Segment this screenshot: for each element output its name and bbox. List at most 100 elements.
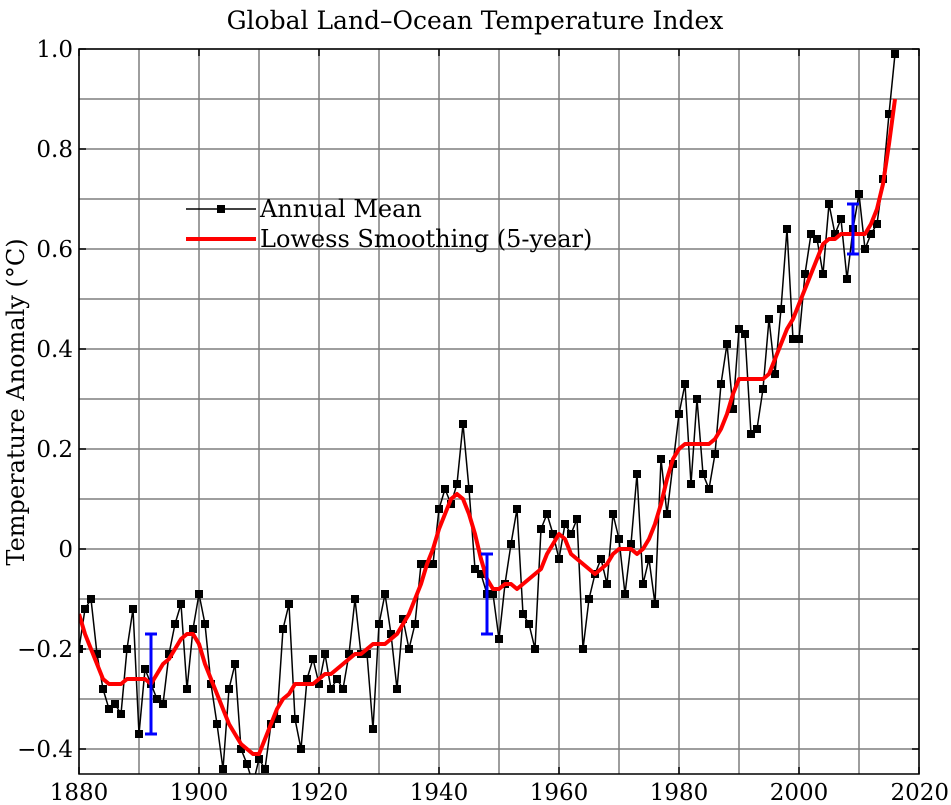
annual-mean-point: [441, 485, 449, 493]
annual-mean-point: [135, 730, 143, 738]
y-tick-label: −0.4: [17, 737, 73, 763]
annual-mean-point: [495, 635, 503, 643]
annual-mean-point: [219, 765, 227, 773]
annual-mean-point: [711, 450, 719, 458]
x-tick-label: 1880: [50, 780, 109, 805]
annual-mean-point: [543, 510, 551, 518]
annual-mean-point: [435, 505, 443, 513]
annual-mean-point: [729, 405, 737, 413]
y-axis-label: Temperature Anomaly (°C): [2, 238, 30, 565]
annual-mean-point: [351, 595, 359, 603]
annual-mean-point: [717, 380, 725, 388]
annual-mean-point: [765, 315, 773, 323]
annual-mean-point: [561, 520, 569, 528]
annual-mean-point: [471, 565, 479, 573]
annual-mean-point: [321, 650, 329, 658]
annual-mean-point: [831, 230, 839, 238]
annual-mean-point: [99, 685, 107, 693]
annual-mean-point: [123, 645, 131, 653]
annual-mean-point: [567, 530, 575, 538]
annual-mean-point: [429, 560, 437, 568]
annual-mean-point: [807, 230, 815, 238]
annual-mean-point: [195, 590, 203, 598]
annual-mean-point: [363, 650, 371, 658]
annual-mean-point: [741, 330, 749, 338]
annual-mean-point: [87, 595, 95, 603]
x-tick-label: 1960: [530, 780, 589, 805]
annual-mean-point: [723, 340, 731, 348]
x-tick-labels: 1880 1900 1920 1940 1960 1980 2000 2020: [50, 49, 949, 805]
annual-mean-point: [651, 600, 659, 608]
y-tick-label: 0.4: [36, 337, 73, 363]
annual-mean-point: [105, 705, 113, 713]
annual-mean-point: [627, 540, 635, 548]
y-tick-label: 0.2: [36, 437, 73, 463]
annual-mean-point: [243, 760, 251, 768]
legend-lowess-label: Lowess Smoothing (5-year): [260, 225, 592, 253]
annual-mean-point: [855, 190, 863, 198]
annual-mean-point: [531, 645, 539, 653]
annual-mean-point: [273, 715, 281, 723]
annual-mean-point: [621, 590, 629, 598]
error-bar: [145, 632, 157, 736]
annual-mean-point: [117, 710, 125, 718]
annual-mean-point: [477, 570, 485, 578]
annual-mean-point: [537, 525, 545, 533]
error-bar: [847, 202, 859, 256]
annual-mean-point: [369, 725, 377, 733]
legend-annual-marker: [217, 205, 225, 213]
annual-mean-point: [573, 515, 581, 523]
annual-mean-point: [615, 535, 623, 543]
chart-title: Global Land–Ocean Temperature Index: [227, 6, 724, 35]
annual-mean-point: [315, 680, 323, 688]
annual-mean-point: [639, 580, 647, 588]
annual-mean-point: [633, 470, 641, 478]
annual-mean-point: [141, 665, 149, 673]
legend-entry-annual-mean: Annual Mean: [186, 195, 422, 223]
annual-mean-point: [153, 695, 161, 703]
annual-mean-point: [693, 395, 701, 403]
annual-mean-point: [213, 720, 221, 728]
annual-mean-point: [819, 270, 827, 278]
annual-mean-point: [165, 650, 173, 658]
annual-mean-point: [735, 325, 743, 333]
annual-mean-point: [861, 245, 869, 253]
annual-mean-point: [867, 230, 875, 238]
y-tick-label: −0.2: [17, 637, 73, 663]
annual-mean-point: [825, 200, 833, 208]
annual-mean-point: [789, 335, 797, 343]
annual-mean-point: [699, 470, 707, 478]
annual-mean-point: [687, 480, 695, 488]
legend-annual-label: Annual Mean: [259, 195, 422, 223]
annual-mean-point: [387, 630, 395, 638]
annual-mean-point: [813, 235, 821, 243]
x-tick-label: 2000: [770, 780, 829, 805]
annual-mean-point: [513, 505, 521, 513]
annual-mean-point: [171, 620, 179, 628]
annual-mean-point: [837, 215, 845, 223]
x-tick-label: 1940: [410, 780, 469, 805]
annual-mean-point: [609, 510, 617, 518]
annual-mean-point: [459, 420, 467, 428]
annual-mean-point: [705, 485, 713, 493]
x-tick-label: 1980: [650, 780, 709, 805]
annual-mean-point: [111, 700, 119, 708]
annual-mean-point: [753, 425, 761, 433]
annual-mean-point: [285, 600, 293, 608]
annual-mean-point: [507, 540, 515, 548]
annual-mean-point: [231, 660, 239, 668]
plot-frame: [78, 48, 920, 775]
annual-mean-point: [279, 625, 287, 633]
annual-mean-point: [675, 410, 683, 418]
legend-entry-lowess: Lowess Smoothing (5-year): [186, 225, 592, 253]
y-tick-label: 1.0: [36, 37, 73, 63]
annual-mean-point: [795, 335, 803, 343]
annual-mean-point: [681, 380, 689, 388]
annual-mean-point: [489, 590, 497, 598]
annual-mean-point: [465, 485, 473, 493]
annual-mean-point: [783, 225, 791, 233]
x-tick-label: 2020: [890, 780, 949, 805]
annual-mean-point: [453, 480, 461, 488]
annual-mean-point: [261, 765, 269, 773]
